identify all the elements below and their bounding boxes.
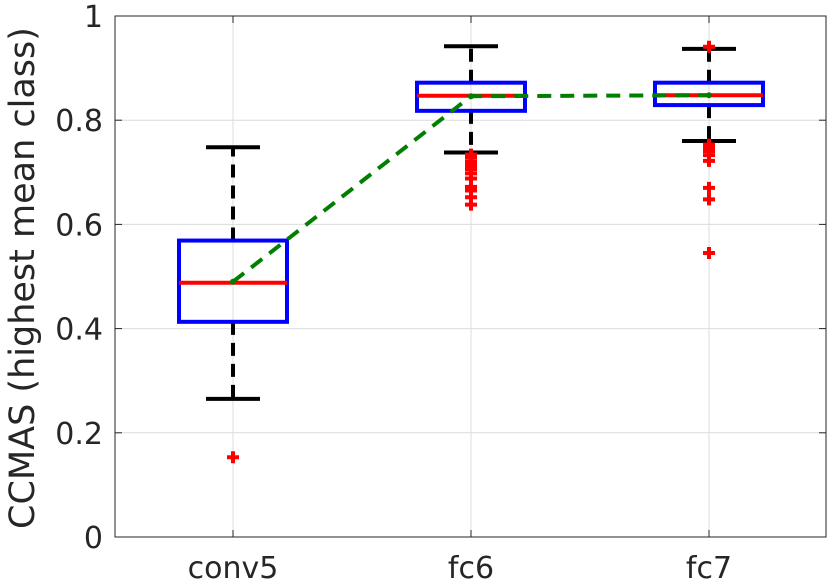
box-fc7	[653, 40, 765, 260]
outlier-marker	[227, 451, 239, 464]
y-tick-label: 0.6	[55, 208, 103, 243]
y-tick-label: 1	[84, 0, 103, 35]
x-tick-label: conv5	[188, 551, 279, 585]
outlier-marker	[703, 138, 715, 151]
outlier-marker	[703, 40, 715, 53]
mean-line-layer	[230, 92, 712, 285]
mean-point	[706, 92, 712, 99]
box-fc6	[415, 44, 527, 211]
y-tick-label: 0.2	[55, 417, 103, 452]
outlier-marker	[703, 181, 715, 194]
y-axis-label: CCMAS (highest mean class)	[3, 27, 43, 529]
mean-point	[230, 278, 236, 285]
y-tick-label: 0.8	[55, 104, 103, 139]
outlier-marker	[703, 193, 715, 206]
outlier-marker	[465, 148, 477, 161]
x-tick-label: fc6	[448, 551, 494, 585]
outlier-marker	[703, 247, 715, 260]
y-tick-label: 0.4	[55, 313, 103, 348]
y-tick-label: 0	[84, 521, 103, 556]
x-tick-label: fc7	[686, 551, 732, 585]
ticks-layer: 0 0.2 0.4 0.6 0.8 1 conv5 fc6 fc7	[55, 0, 826, 585]
mean-point	[468, 93, 474, 100]
